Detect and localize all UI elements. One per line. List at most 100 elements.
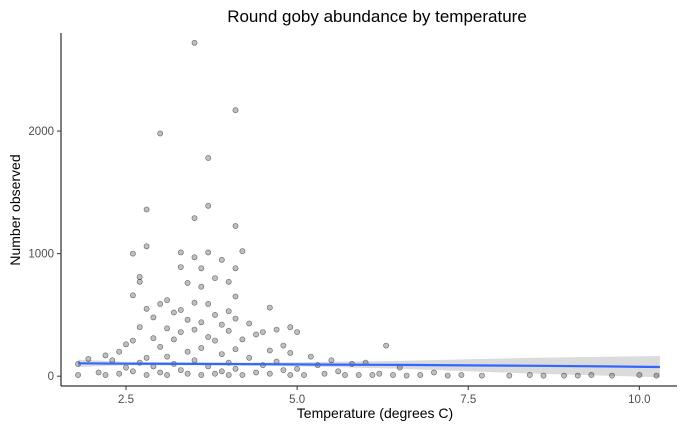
data-point bbox=[129, 368, 136, 375]
data-point bbox=[205, 334, 212, 340]
data-point bbox=[191, 357, 198, 364]
data-point bbox=[506, 372, 513, 379]
x-tick-label: 5.0 bbox=[289, 394, 305, 406]
data-point bbox=[164, 353, 170, 360]
data-point bbox=[239, 248, 246, 255]
data-point bbox=[294, 365, 300, 372]
data-point bbox=[212, 370, 218, 377]
points-layer bbox=[75, 39, 660, 379]
data-point bbox=[218, 351, 225, 357]
data-point bbox=[184, 280, 191, 286]
data-point bbox=[212, 311, 218, 318]
x-tick-label: 2.5 bbox=[118, 394, 134, 406]
data-point bbox=[239, 372, 246, 378]
data-point bbox=[232, 315, 239, 322]
data-point bbox=[307, 353, 314, 360]
data-point bbox=[157, 369, 164, 376]
y-tick-label: 2000 bbox=[28, 126, 54, 138]
data-point bbox=[246, 354, 253, 361]
data-point bbox=[417, 372, 424, 378]
data-point bbox=[177, 249, 184, 256]
data-point bbox=[102, 372, 109, 378]
data-point bbox=[136, 273, 143, 280]
data-point bbox=[218, 321, 225, 328]
data-point bbox=[129, 292, 136, 299]
x-axis-label: Temperature (degrees C) bbox=[297, 405, 453, 421]
data-point bbox=[218, 368, 225, 375]
data-point bbox=[287, 372, 294, 378]
data-point bbox=[232, 346, 239, 353]
x-tick-label: 7.5 bbox=[460, 394, 476, 406]
data-point bbox=[342, 372, 348, 378]
data-point bbox=[280, 367, 287, 373]
data-point bbox=[526, 372, 533, 378]
data-point bbox=[403, 372, 410, 379]
data-point bbox=[143, 372, 150, 378]
data-point bbox=[376, 370, 383, 377]
data-point bbox=[198, 319, 205, 326]
data-point bbox=[431, 369, 437, 376]
data-point bbox=[109, 357, 116, 364]
data-point bbox=[150, 314, 157, 321]
data-point bbox=[191, 254, 198, 261]
data-point bbox=[75, 372, 81, 378]
data-point bbox=[225, 278, 232, 285]
data-point bbox=[184, 370, 191, 377]
data-point bbox=[191, 39, 198, 46]
data-point bbox=[212, 337, 218, 344]
data-point bbox=[85, 356, 92, 362]
data-point bbox=[218, 256, 225, 263]
data-point bbox=[129, 337, 136, 344]
data-point bbox=[143, 243, 150, 250]
data-point bbox=[369, 372, 376, 378]
data-point bbox=[177, 264, 184, 270]
data-point bbox=[609, 372, 615, 379]
data-point bbox=[273, 326, 280, 333]
data-point bbox=[191, 326, 198, 333]
data-point bbox=[588, 372, 595, 378]
data-point bbox=[328, 357, 335, 364]
data-point bbox=[232, 223, 239, 229]
data-point bbox=[287, 349, 294, 356]
y-tick-label: 1000 bbox=[28, 249, 54, 261]
trend-line-layer bbox=[78, 362, 660, 369]
y-axis-label: Number observed bbox=[7, 154, 23, 265]
chart-title: Round goby abundance by temperature bbox=[227, 7, 527, 26]
data-point bbox=[321, 370, 328, 377]
data-point bbox=[102, 352, 109, 359]
data-point bbox=[266, 370, 273, 377]
data-point bbox=[191, 215, 198, 221]
data-point bbox=[198, 265, 205, 272]
data-point bbox=[129, 250, 136, 257]
data-point bbox=[239, 336, 246, 343]
data-point bbox=[259, 329, 266, 335]
data-point bbox=[170, 336, 177, 343]
data-point bbox=[198, 283, 205, 290]
data-point bbox=[170, 309, 177, 316]
data-point bbox=[123, 341, 129, 348]
data-point bbox=[116, 370, 123, 377]
y-tick-label: 0 bbox=[48, 371, 54, 383]
data-point bbox=[458, 372, 465, 378]
data-point bbox=[287, 324, 294, 331]
data-point bbox=[184, 316, 191, 323]
data-point bbox=[143, 206, 150, 213]
data-point bbox=[157, 130, 164, 137]
data-point bbox=[184, 348, 191, 355]
data-point bbox=[177, 307, 184, 313]
data-point bbox=[164, 372, 170, 378]
x-ticks-layer: 2.5 5.0 7.5 10.0 bbox=[118, 386, 651, 406]
data-point bbox=[246, 320, 253, 327]
data-point bbox=[232, 365, 239, 372]
data-point bbox=[253, 331, 259, 338]
data-point bbox=[253, 369, 259, 376]
data-point bbox=[653, 372, 660, 379]
y-ticks-layer: 0 1000 2000 bbox=[28, 126, 61, 383]
data-point bbox=[280, 342, 287, 349]
data-point bbox=[478, 372, 485, 379]
x-tick-label: 10.0 bbox=[628, 394, 650, 406]
data-point bbox=[164, 325, 170, 332]
data-point bbox=[574, 372, 581, 379]
data-point bbox=[355, 372, 362, 378]
